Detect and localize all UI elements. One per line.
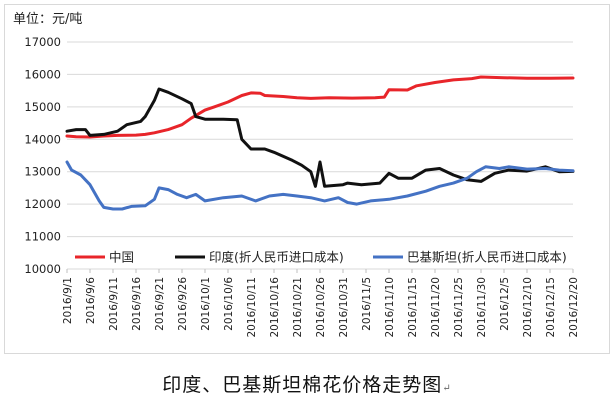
x-tick-label: 2016/9/21: [154, 277, 166, 331]
x-tick-label: 2016/10/16: [269, 277, 281, 338]
x-tick-label: 2016/9/6: [85, 277, 97, 324]
x-tick-label: 2016/12/20: [568, 277, 580, 338]
x-tick-label: 2016/9/26: [177, 277, 189, 331]
series-line-1: [65, 75, 575, 139]
legend-label: 印度(折人民币进口成本): [209, 250, 344, 265]
y-tick-label: 13000: [24, 165, 61, 179]
x-tick-label: 2016/12/5: [499, 277, 511, 331]
y-tick-label: 15000: [24, 100, 61, 114]
y-tick-label: 14000: [24, 132, 61, 146]
x-tick-label: 2016/10/31: [338, 277, 350, 338]
x-tick-label: 2016/11/30: [476, 277, 488, 338]
paragraph-mark: ↵: [442, 383, 452, 394]
legend-item-2: 印度(折人民币进口成本): [175, 250, 344, 265]
series-line-2: [65, 87, 575, 188]
x-axis-ticks: 2016/9/1 2016/9/6 2016/9/11 2016/9/16 2016/9…: [62, 269, 580, 338]
caption-text: 印度、巴基斯坦棉花价格走势图: [162, 374, 443, 396]
x-tick-label: 2016/10/21: [292, 277, 304, 338]
unit-label: 单位：元/吨: [13, 12, 82, 27]
x-tick-label: 2016/11/25: [453, 277, 465, 338]
legend-label: 巴基斯坦(折人民币进口成本): [407, 250, 567, 265]
x-tick-label: 2016/11/5: [361, 277, 373, 331]
legend-item-1: 中国: [75, 250, 134, 265]
x-tick-label: 2016/9/1: [62, 277, 74, 324]
x-tick-label: 2016/10/26: [315, 277, 327, 338]
x-tick-label: 2016/12/10: [522, 277, 534, 338]
y-axis-ticks: 10000 11000 12000 13000 14000 15000 16000 17000: [24, 35, 61, 276]
x-tick-label: 2016/9/11: [108, 277, 120, 331]
legend-item-3: 巴基斯坦(折人民币进口成本): [373, 250, 567, 265]
y-tick-label: 11000: [24, 230, 61, 244]
legend: 中国 印度(折人民币进口成本) 巴基斯坦(折人民币进口成本): [75, 250, 567, 265]
series-lines: [65, 75, 575, 211]
series-line-3: [65, 160, 575, 211]
legend-label: 中国: [109, 250, 134, 265]
x-tick-label: 2016/10/1: [200, 277, 212, 331]
y-tick-label: 10000: [24, 262, 61, 276]
x-tick-label: 2016/10/11: [246, 277, 258, 338]
chart-container: 单位：元/吨 10000 11000 12000 13000 14000 15000 160…: [4, 4, 610, 354]
line-chart: 单位：元/吨 10000 11000 12000 13000 14000 15000 160…: [13, 12, 580, 338]
x-tick-label: 2016/9/16: [131, 277, 143, 331]
y-tick-label: 16000: [24, 67, 61, 81]
x-tick-label: 2016/11/10: [384, 277, 396, 338]
y-tick-label: 12000: [24, 197, 61, 211]
y-tick-label: 17000: [24, 35, 61, 49]
figure-caption: 印度、巴基斯坦棉花价格走势图↵: [0, 370, 614, 397]
x-tick-label: 2016/11/15: [407, 277, 419, 338]
x-tick-label: 2016/11/20: [430, 277, 442, 338]
x-tick-label: 2016/10/6: [223, 277, 235, 331]
x-tick-label: 2016/12/15: [545, 277, 557, 338]
